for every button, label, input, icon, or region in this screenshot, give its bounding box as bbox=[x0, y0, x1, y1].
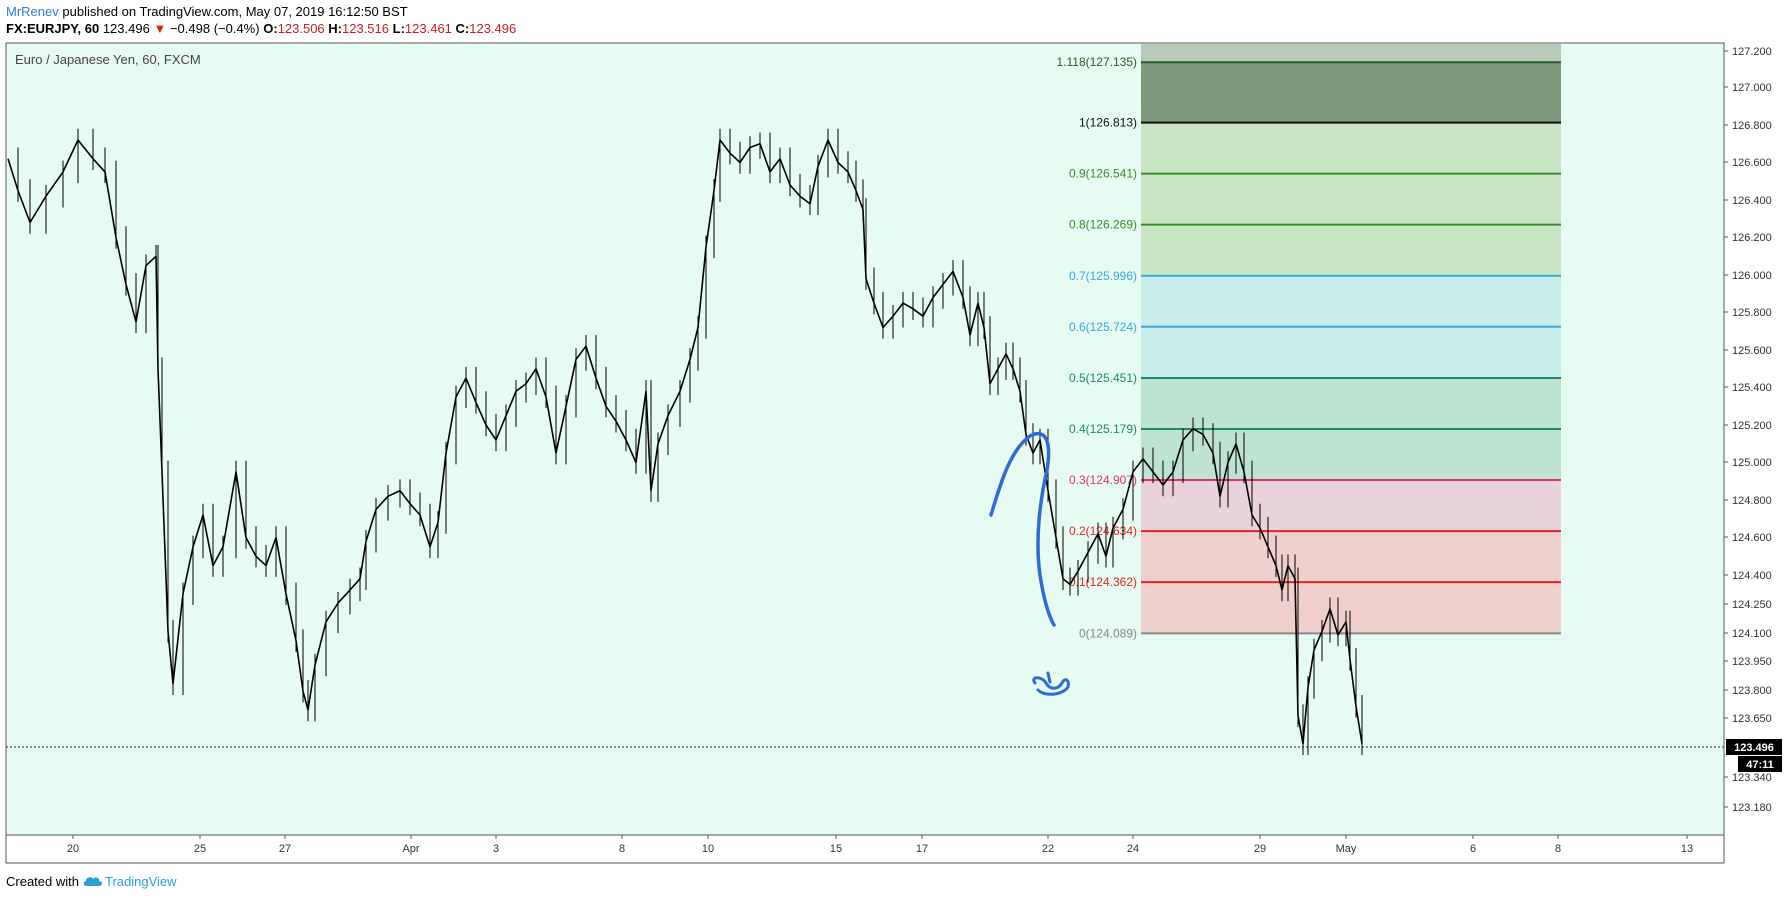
fib-level-label: 0(124.089) bbox=[1079, 626, 1137, 640]
time-axis[interactable]: 20 25 27 Apr 3 8 10 15 17 22 24 29 May 6 8 13 bbox=[5, 834, 1725, 864]
price-axis[interactable]: 127.200 127.000 126.800 126.600 126.400 126.2… bbox=[1723, 43, 1782, 835]
time-tick-label: 8 bbox=[1555, 843, 1561, 855]
symbol-label: FX:EURJPY, 60 bbox=[6, 21, 100, 36]
fib-level-label: 0.3(124.907) bbox=[1069, 473, 1137, 487]
price-tick-label: 123.340 bbox=[1732, 772, 1772, 784]
time-tick-label: 15 bbox=[830, 843, 842, 855]
down-arrow-icon: ▼ bbox=[153, 21, 167, 36]
price-line bbox=[7, 139, 1363, 745]
fib-level-label: 0.2(124.634) bbox=[1069, 524, 1137, 538]
fib-level-label: 1(126.813) bbox=[1079, 116, 1137, 130]
symbol-info: FX:EURJPY, 60 123.496 ▼ −0.498 (−0.4%) O… bbox=[6, 21, 516, 37]
open-value: 123.506 bbox=[277, 21, 325, 36]
price-tick-label: 127.200 bbox=[1732, 46, 1772, 58]
price-tick-label: 123.650 bbox=[1732, 713, 1772, 725]
author-link[interactable]: MrRenev bbox=[6, 4, 59, 19]
price-change: −0.498 (−0.4%) bbox=[169, 21, 260, 36]
price-tick-label: 126.600 bbox=[1732, 157, 1772, 169]
last-price: 123.496 bbox=[102, 21, 150, 36]
fib-level-label: 0.5(125.451) bbox=[1069, 371, 1137, 385]
price-tick-label: 123.180 bbox=[1732, 802, 1772, 814]
time-tick-label: 3 bbox=[493, 843, 499, 855]
price-tick-label: 126.200 bbox=[1732, 232, 1772, 244]
price-tick-label: 124.250 bbox=[1732, 599, 1772, 611]
close-label: C: bbox=[455, 21, 470, 36]
price-tick-label: 125.600 bbox=[1732, 345, 1772, 357]
time-axis-bg bbox=[5, 834, 1725, 864]
fib-level-label: 0.4(125.179) bbox=[1069, 422, 1137, 436]
price-tick-label: 127.000 bbox=[1732, 82, 1772, 94]
time-tick-label: 29 bbox=[1254, 843, 1266, 855]
fib-zone bbox=[1141, 531, 1561, 583]
fib-level-label: 0.7(125.996) bbox=[1069, 269, 1137, 283]
time-tick-label: 24 bbox=[1127, 843, 1139, 855]
price-tick-label: 125.200 bbox=[1732, 420, 1772, 432]
close-value: 123.496 bbox=[469, 21, 517, 36]
time-tick-label: 25 bbox=[194, 843, 206, 855]
fib-level-label: 0.9(126.541) bbox=[1069, 167, 1137, 181]
fib-level-label: 0.1(124.362) bbox=[1069, 575, 1137, 589]
time-tick-label: 17 bbox=[916, 843, 928, 855]
price-series bbox=[7, 128, 1363, 755]
price-tick-label: 126.000 bbox=[1732, 270, 1772, 282]
time-tick-label: 20 bbox=[67, 843, 79, 855]
hand-drawing bbox=[989, 431, 1070, 696]
time-tick-label: 22 bbox=[1042, 843, 1054, 855]
time-tick-label: 6 bbox=[1470, 843, 1476, 855]
time-tick-label: Apr bbox=[402, 843, 419, 855]
fib-level-label: 1.118(127.135) bbox=[1056, 55, 1137, 69]
price-tick-label: 124.100 bbox=[1732, 628, 1772, 640]
fib-level-label: 0.6(125.724) bbox=[1069, 320, 1137, 334]
price-tick-label: 126.800 bbox=[1732, 120, 1772, 132]
drawn-scribble bbox=[1032, 671, 1070, 696]
tradingview-cloud-icon bbox=[83, 875, 103, 891]
drawn-curve bbox=[989, 431, 1056, 627]
countdown-text: 47:11 bbox=[1746, 759, 1774, 771]
price-tick-label: 123.950 bbox=[1732, 656, 1772, 668]
fib-zone bbox=[1141, 275, 1561, 327]
published-text: published on TradingView.com, May 07, 20… bbox=[62, 4, 408, 19]
price-tick-label: 124.800 bbox=[1732, 495, 1772, 507]
chart-title: Euro / Japanese Yen, 60, FXCM bbox=[15, 52, 201, 67]
fib-zone bbox=[1141, 122, 1561, 174]
price-tick-label: 123.800 bbox=[1732, 685, 1772, 697]
fib-zone bbox=[1141, 428, 1561, 480]
last-price-tag-text: 123.496 bbox=[1734, 742, 1774, 754]
low-value: 123.461 bbox=[404, 21, 452, 36]
footer: Created with TradingView bbox=[6, 874, 177, 891]
time-tick-label: 10 bbox=[702, 843, 714, 855]
fib-zone bbox=[1141, 377, 1561, 429]
price-tick-label: 125.800 bbox=[1732, 307, 1772, 319]
countdown-tag bbox=[1738, 756, 1782, 772]
fib-zone bbox=[1141, 326, 1561, 378]
time-tick-label: 8 bbox=[619, 843, 625, 855]
fib-zone bbox=[1141, 479, 1561, 532]
publish-info: MrRenev published on TradingView.com, Ma… bbox=[6, 4, 408, 20]
high-label: H: bbox=[328, 21, 342, 36]
price-tick-label: 125.000 bbox=[1732, 457, 1772, 469]
fib-zone bbox=[1141, 173, 1561, 225]
time-tick-label: May bbox=[1336, 843, 1357, 855]
fib-zone bbox=[1141, 224, 1561, 276]
price-tick-label: 124.600 bbox=[1732, 532, 1772, 544]
fib-level-label: 0.8(126.269) bbox=[1069, 218, 1137, 232]
fibonacci-retracement[interactable]: 1.118(127.135) 1(126.813) 0.9(126.541) 0.8(… bbox=[1056, 44, 1561, 640]
price-tick-label: 124.400 bbox=[1732, 570, 1772, 582]
fib-zone bbox=[1141, 44, 1561, 63]
open-label: O: bbox=[263, 21, 278, 36]
low-label: L: bbox=[392, 21, 405, 36]
tradingview-link[interactable]: TradingView bbox=[104, 874, 177, 889]
price-tick-label: 126.400 bbox=[1732, 195, 1772, 207]
fib-zone bbox=[1141, 62, 1561, 123]
last-price-tag bbox=[1726, 739, 1782, 755]
time-tick-label: 27 bbox=[279, 843, 291, 855]
price-tick-label: 125.400 bbox=[1732, 382, 1772, 394]
created-with-text: Created with bbox=[6, 874, 79, 889]
high-value: 123.516 bbox=[342, 21, 389, 36]
fib-zone bbox=[1141, 582, 1561, 634]
time-tick-label: 13 bbox=[1681, 843, 1693, 855]
